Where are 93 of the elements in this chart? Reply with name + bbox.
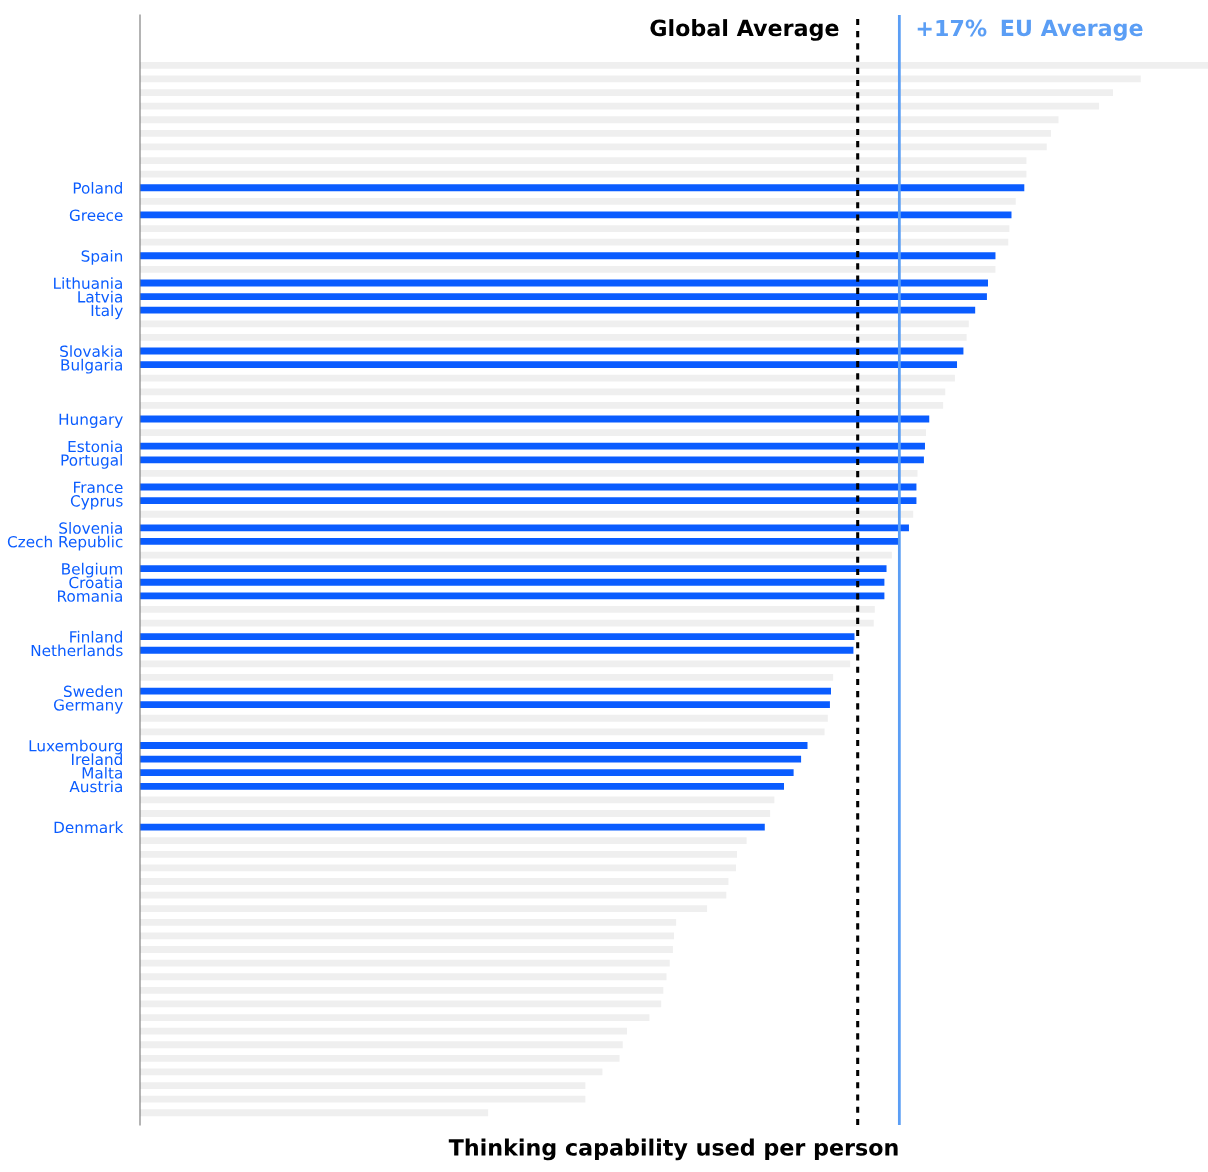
- bar: [140, 946, 673, 953]
- y-tick-label: Austria: [69, 780, 122, 793]
- bar: [140, 973, 667, 981]
- bar: [140, 701, 830, 709]
- bar: [140, 714, 828, 722]
- bar: [140, 374, 955, 382]
- y-tick-label: Bulgaria: [61, 358, 122, 374]
- y-tick-label: Germany: [53, 699, 123, 714]
- bar: [140, 782, 784, 790]
- bar: [140, 497, 917, 505]
- bar: [140, 157, 1027, 164]
- bar: [140, 388, 946, 396]
- bar: [140, 265, 996, 273]
- text: +17%: [917, 19, 987, 37]
- bar: [140, 918, 677, 926]
- bar: [140, 538, 900, 545]
- bar: [140, 470, 918, 477]
- bar: [140, 850, 738, 858]
- y-tick-label: Luxembourg: [29, 739, 122, 755]
- bar: [140, 891, 727, 899]
- y-tick-label: Belgium: [62, 562, 123, 578]
- bar: [140, 402, 944, 409]
- ref-line-label: EU Average: [1001, 19, 1143, 41]
- y-tick-label: Latvia: [78, 290, 122, 303]
- bar: [140, 837, 747, 845]
- y-tick-label: Portugal: [61, 454, 122, 469]
- ref-line-label: Global Average: [650, 19, 839, 41]
- bar: [140, 742, 808, 749]
- bar: [140, 456, 924, 464]
- bar: [140, 170, 1027, 178]
- bar: [140, 306, 976, 314]
- bar: [140, 429, 927, 437]
- bar: [140, 660, 851, 668]
- bar: [140, 524, 909, 532]
- bar: [140, 986, 664, 994]
- y-tick-label: Slovakia: [60, 345, 122, 358]
- y-tick-label: Romania: [58, 590, 122, 602]
- y-tick-label: Lithuania: [54, 277, 122, 289]
- bar: [140, 674, 834, 681]
- bar: [140, 442, 925, 450]
- bar: [140, 959, 670, 967]
- bar: [140, 1095, 586, 1103]
- y-tick-label: Netherlands: [31, 644, 123, 657]
- bar: [140, 728, 825, 736]
- x-axis-title: Thinking capability used per person: [448, 1138, 898, 1161]
- y-tick-label: Poland: [73, 181, 122, 194]
- bar: [140, 238, 1009, 246]
- bar: [140, 1014, 650, 1021]
- y-tick-label: Finland: [70, 630, 122, 643]
- bar: [140, 225, 1010, 232]
- bar: [140, 197, 1016, 205]
- y-tick-label: Slovenia: [59, 522, 122, 534]
- y-tick-label: Sweden: [63, 685, 123, 698]
- bar: [140, 878, 729, 885]
- bar: [140, 1109, 489, 1117]
- bar: [140, 61, 1208, 69]
- bar: [140, 1082, 586, 1089]
- y-tick-label: Czech Republic: [7, 535, 123, 551]
- y-tick-label: Hungary: [59, 413, 123, 428]
- bar: [140, 592, 885, 600]
- bar: [140, 293, 987, 300]
- bar: [140, 796, 775, 804]
- bar: [140, 89, 1113, 96]
- y-tick-label: Greece: [69, 209, 123, 221]
- bar: [140, 646, 854, 654]
- bar: [140, 116, 1059, 124]
- bar: [140, 184, 1025, 192]
- bar: [140, 361, 958, 368]
- y-tick-label: Italy: [91, 304, 123, 320]
- bar: [140, 606, 875, 613]
- y-tick-label: Estonia: [68, 440, 122, 453]
- y-tick-label: Denmark: [54, 821, 124, 834]
- bar: [140, 129, 1051, 137]
- bar: [140, 769, 794, 777]
- bar: [140, 633, 855, 641]
- bar: [140, 1027, 628, 1035]
- y-tick-label: France: [74, 481, 123, 494]
- bar: [140, 810, 771, 817]
- bar: [140, 578, 885, 586]
- bar: [140, 252, 996, 260]
- bar: [140, 333, 967, 341]
- y-tick-label: Malta: [82, 766, 122, 779]
- y-tick-label: Croatia: [69, 576, 122, 589]
- bar: [140, 905, 708, 913]
- bar: [140, 565, 887, 573]
- bar: [140, 1054, 620, 1062]
- bar: [140, 510, 914, 518]
- y-tick-label: Cyprus: [70, 495, 123, 510]
- bar: [140, 102, 1100, 110]
- bar: [140, 1041, 623, 1049]
- bar: [140, 320, 969, 328]
- y-tick-label: Ireland: [72, 753, 122, 766]
- y-tick-label: Spain: [81, 249, 123, 265]
